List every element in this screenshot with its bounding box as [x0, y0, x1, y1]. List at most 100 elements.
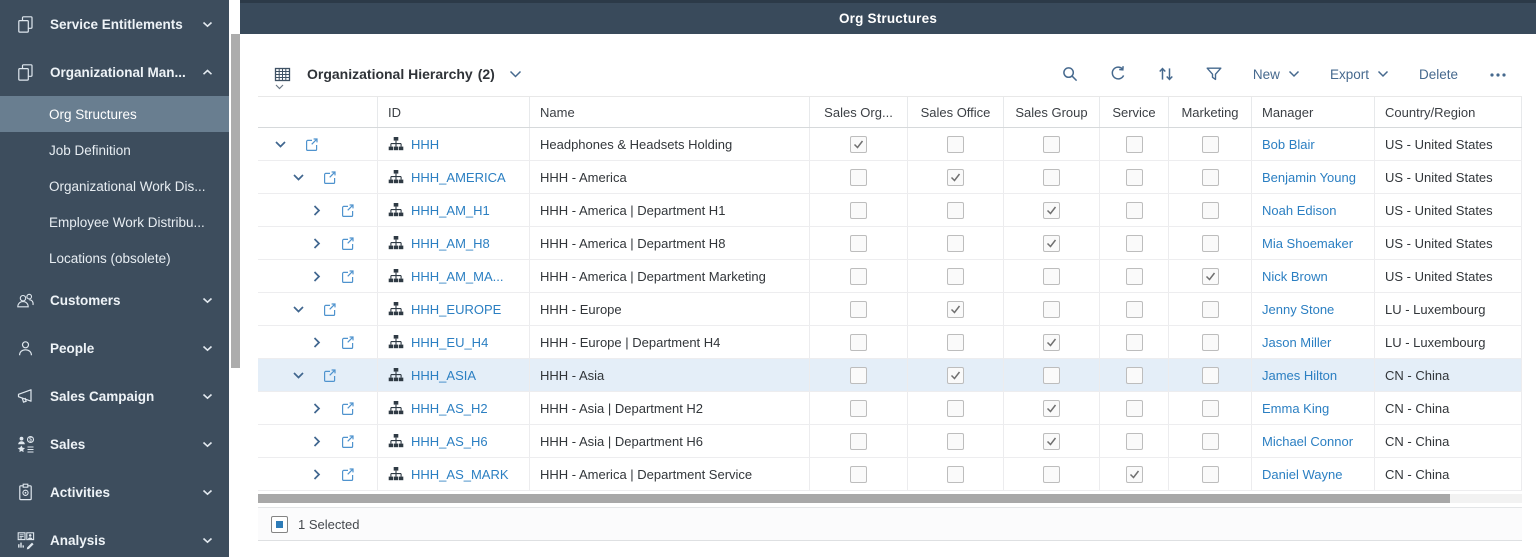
table-row[interactable]: HHH_EU_H4 HHH - Europe | Department H4 Jas… [258, 326, 1522, 359]
manager-link[interactable]: Jason Miller [1262, 334, 1332, 350]
column-header-sales-office[interactable]: Sales Office [908, 97, 1004, 127]
open-in-new-icon[interactable] [340, 335, 355, 350]
table-view-icon[interactable] [272, 64, 292, 90]
tree-expand-chevron-icon[interactable] [310, 237, 323, 250]
sidebar-item-analysis[interactable]: Analysis [0, 516, 229, 557]
table-row[interactable]: HHH_ASIA HHH - Asia James Hilton CN - China [258, 359, 1522, 392]
sidebar-subitem-job-definition[interactable]: Job Definition [0, 132, 229, 168]
column-header-sales-org[interactable]: Sales Org... [810, 97, 908, 127]
table-horizontal-scrollbar-thumb[interactable] [258, 494, 1450, 503]
table-row[interactable]: HHH_EUROPE HHH - Europe Jenny Stone LU - Lu… [258, 293, 1522, 326]
filter-icon[interactable] [1205, 65, 1223, 83]
column-header-manager[interactable]: Manager [1252, 97, 1375, 127]
open-in-new-icon[interactable] [340, 236, 355, 251]
open-in-new-icon[interactable] [304, 137, 319, 152]
tree-expand-chevron-icon[interactable] [310, 270, 323, 283]
open-in-new-icon[interactable] [340, 269, 355, 284]
manager-cell: Noah Edison [1252, 194, 1375, 226]
page-vertical-scrollbar[interactable] [231, 0, 240, 557]
id-cell: HHH_EUROPE [378, 293, 530, 325]
open-in-new-icon[interactable] [340, 434, 355, 449]
table-row[interactable]: HHH_AM_MA... HHH - America | Department M… [258, 260, 1522, 293]
tree-expand-chevron-icon[interactable] [310, 204, 323, 217]
org-id-link[interactable]: HHH_AM_H8 [411, 235, 490, 251]
org-id-link[interactable]: HHH_EU_H4 [411, 334, 489, 350]
sort-icon[interactable] [1157, 65, 1175, 83]
tree-expand-chevron-icon[interactable] [310, 336, 323, 349]
sidebar-item-sales-campaign[interactable]: Sales Campaign [0, 372, 229, 420]
open-in-new-icon[interactable] [322, 170, 337, 185]
org-id-link[interactable]: HHH_AS_H2 [411, 400, 488, 416]
manager-cell: Bob Blair [1252, 128, 1375, 160]
table-row[interactable]: HHH_AM_H8 HHH - America | Department H8 Mi… [258, 227, 1522, 260]
page-vertical-scrollbar-thumb[interactable] [231, 34, 240, 368]
tree-collapse-chevron-icon[interactable] [274, 138, 287, 151]
org-id-link[interactable]: HHH_EUROPE [411, 301, 502, 317]
column-header-marketing[interactable]: Marketing [1169, 97, 1252, 127]
search-icon[interactable] [1061, 65, 1079, 83]
table-row[interactable]: HHH_AS_H2 HHH - Asia | Department H2 Emma … [258, 392, 1522, 425]
sidebar-subitem-locations-obsolete[interactable]: Locations (obsolete) [0, 240, 229, 276]
marketing-cell [1169, 458, 1252, 490]
tree-collapse-chevron-icon[interactable] [292, 171, 305, 184]
column-header-country[interactable]: Country/Region [1375, 97, 1522, 127]
org-id-link[interactable]: HHH_ASIA [411, 367, 477, 383]
org-id-link[interactable]: HHH_AS_MARK [411, 466, 509, 482]
sales-office-cell [908, 293, 1004, 325]
sidebar-subitem-organizational-work-dis[interactable]: Organizational Work Dis... [0, 168, 229, 204]
sidebar-item-service-entitlements[interactable]: Service Entitlements [0, 0, 229, 48]
overflow-menu-icon[interactable] [1488, 65, 1508, 83]
column-header-name[interactable]: Name [530, 97, 810, 127]
manager-cell: Michael Connor [1252, 425, 1375, 457]
tree-expand-chevron-icon[interactable] [310, 468, 323, 481]
delete-button[interactable]: Delete [1419, 67, 1458, 82]
org-id-link[interactable]: HHH_AS_H6 [411, 433, 488, 449]
table-horizontal-scrollbar[interactable] [258, 494, 1522, 503]
manager-link[interactable]: Michael Connor [1262, 433, 1354, 449]
tree-expand-chevron-icon[interactable] [310, 435, 323, 448]
table-row[interactable]: HHH Headphones & Headsets Holding Bob Blai… [258, 128, 1522, 161]
manager-link[interactable]: Bob Blair [1262, 136, 1315, 152]
column-header-id[interactable]: ID [378, 97, 530, 127]
name-cell: HHH - America [530, 161, 810, 193]
org-id-link[interactable]: HHH [411, 136, 440, 152]
tree-collapse-chevron-icon[interactable] [292, 303, 305, 316]
open-in-new-icon[interactable] [340, 203, 355, 218]
refresh-icon[interactable] [1109, 65, 1127, 83]
org-id-link[interactable]: HHH_AMERICA [411, 169, 506, 185]
org-id-link[interactable]: HHH_AM_MA... [411, 268, 504, 284]
table-row[interactable]: HHH_AMERICA HHH - America Benjamin Young US… [258, 161, 1522, 194]
tree-expand-chevron-icon[interactable] [310, 402, 323, 415]
table-row[interactable]: HHH_AS_MARK HHH - America | Department Se… [258, 458, 1522, 491]
customers-icon [15, 291, 36, 310]
manager-link[interactable]: Mia Shoemaker [1262, 235, 1354, 251]
table-row[interactable]: HHH_AM_H1 HHH - America | Department H1 No… [258, 194, 1522, 227]
tree-collapse-chevron-icon[interactable] [292, 369, 305, 382]
manager-link[interactable]: Emma King [1262, 400, 1330, 416]
open-in-new-icon[interactable] [322, 302, 337, 317]
sidebar-subitem-employee-work-distribu[interactable]: Employee Work Distribu... [0, 204, 229, 240]
sidebar-subitem-org-structures[interactable]: Org Structures [0, 96, 229, 132]
org-id-link[interactable]: HHH_AM_H1 [411, 202, 490, 218]
manager-link[interactable]: Noah Edison [1262, 202, 1337, 218]
open-in-new-icon[interactable] [340, 401, 355, 416]
sidebar-item-organizational-man[interactable]: Organizational Man... [0, 48, 229, 96]
sidebar-item-people[interactable]: People [0, 324, 229, 372]
export-button[interactable]: Export [1330, 67, 1389, 82]
manager-link[interactable]: Benjamin Young [1262, 169, 1356, 185]
column-header-service[interactable]: Service [1100, 97, 1169, 127]
table-row[interactable]: HHH_AS_H6 HHH - Asia | Department H6 Micha… [258, 425, 1522, 458]
sidebar-item-customers[interactable]: Customers [0, 276, 229, 324]
column-header-sales-group[interactable]: Sales Group [1004, 97, 1100, 127]
sidebar-item-sales[interactable]: $ Sales [0, 420, 229, 468]
manager-link[interactable]: Jenny Stone [1262, 301, 1335, 317]
open-in-new-icon[interactable] [340, 467, 355, 482]
manager-link[interactable]: Nick Brown [1262, 268, 1328, 284]
new-button[interactable]: New [1253, 67, 1300, 82]
manager-link[interactable]: James Hilton [1262, 367, 1338, 383]
manager-link[interactable]: Daniel Wayne [1262, 466, 1343, 482]
grid-table-icon [274, 67, 290, 81]
table-title-dropdown-chevron-icon[interactable] [509, 70, 522, 79]
open-in-new-icon[interactable] [322, 368, 337, 383]
sidebar-item-activities[interactable]: Activities [0, 468, 229, 516]
